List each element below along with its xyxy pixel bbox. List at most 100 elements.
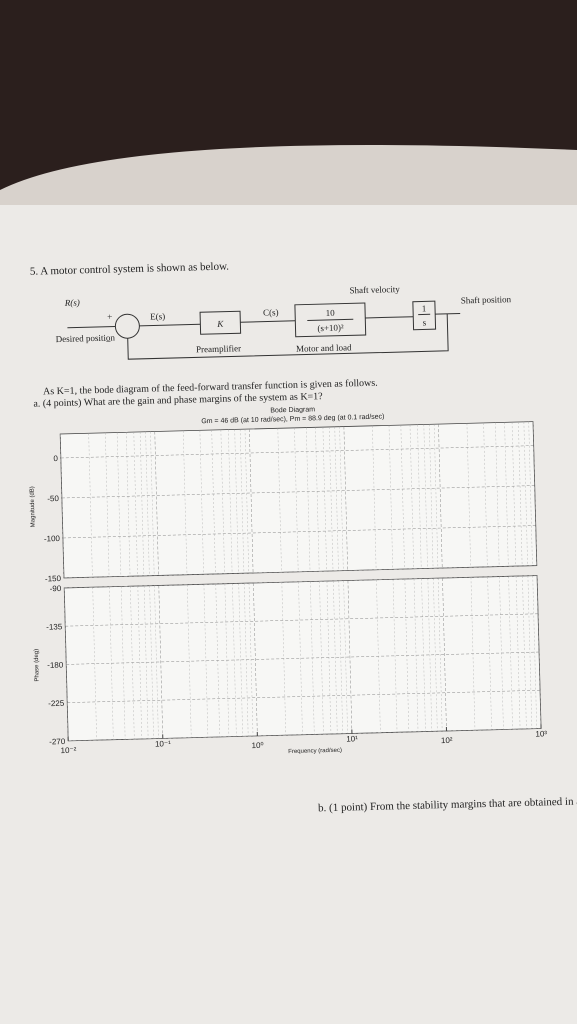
x-tick-label: 10⁰ (251, 741, 263, 750)
minor-grid-line (234, 429, 239, 574)
block (294, 302, 367, 338)
grid-line (59, 433, 65, 578)
diagram-label: K (216, 319, 224, 329)
bode-plots: 0 -50 -100 -150 Magnitude (dB) -90 -135 -180 -22… (30, 421, 547, 755)
grid-line (347, 580, 353, 734)
chart-subtitle: Gm = 46 dB (at 10 rad/sec), Pm = 88.9 de… (201, 413, 384, 425)
y-axis-label: Magnitude (dB) (30, 486, 37, 527)
minor-grid-line (232, 583, 237, 737)
minor-grid-line (339, 426, 344, 571)
chart-title: Bode Diagram (270, 406, 315, 414)
y-tick-label: -135 (46, 622, 63, 631)
y-tick-label: -180 (47, 660, 64, 669)
grid-line (253, 582, 258, 736)
minor-grid-line (244, 429, 249, 574)
minor-grid-line (518, 421, 523, 566)
minor-grid-line (183, 430, 188, 575)
minor-grid-line (92, 587, 97, 741)
grid-line (67, 690, 541, 703)
plot-area (59, 421, 538, 579)
y-tick-label: -150 (45, 574, 62, 583)
grid-line (66, 651, 540, 665)
minor-grid-line (187, 584, 192, 738)
minor-grid-line (338, 580, 343, 734)
arrow (240, 320, 296, 323)
minor-grid-line (433, 578, 438, 732)
y-axis-label: Phase (deg) (34, 649, 41, 682)
grid-line (343, 426, 348, 571)
y-tick-label: -100 (44, 534, 61, 543)
arrow (365, 316, 414, 319)
grid-line (438, 424, 443, 569)
diagram-label: 1 (422, 303, 427, 313)
diagram-label: + (107, 312, 112, 322)
minor-grid-line (392, 579, 398, 733)
y-tick-label: -50 (47, 494, 59, 503)
sheet: 5. A motor control system is shown as be… (30, 261, 577, 815)
minor-grid-line (228, 429, 233, 574)
minor-grid-line (137, 586, 143, 739)
minor-grid-line (427, 578, 433, 732)
minor-grid-line (298, 581, 303, 735)
minor-grid-line (133, 432, 138, 577)
arrow (139, 323, 201, 327)
block (412, 300, 437, 331)
diagram-label: C(s) (263, 307, 279, 317)
minor-grid-line (294, 427, 299, 572)
minor-grid-line (429, 424, 434, 569)
minor-grid-line (343, 580, 348, 734)
grid-line (68, 728, 542, 742)
diagram-label: R(s) (64, 297, 80, 307)
diagram-label: Motor and load (296, 342, 352, 353)
minor-grid-line (329, 426, 334, 571)
block-diagram: R(s) + − Desired position E(s) K Preampl… (56, 284, 512, 360)
minor-grid-line (527, 575, 533, 729)
minor-grid-line (88, 433, 93, 578)
grid-line (61, 485, 535, 499)
minor-grid-line (504, 422, 509, 567)
diagram-label: s (423, 317, 427, 327)
x-tick-label: 10² (441, 736, 453, 745)
minor-grid-line (437, 578, 443, 732)
diagram-label: (s+10)² (317, 323, 344, 334)
x-tick-label: 10¹ (346, 734, 358, 743)
minor-grid-line (508, 576, 513, 730)
grid-line (62, 525, 536, 539)
grid-line (532, 421, 538, 566)
y-tick-label: -90 (50, 584, 62, 593)
minor-grid-line (388, 425, 393, 570)
back-sheet (0, 145, 577, 215)
feedback-path (127, 313, 449, 360)
minor-grid-line (334, 426, 339, 571)
y-tick-label: -270 (49, 737, 66, 746)
minor-grid-line (413, 578, 419, 732)
diagram-label: Shaft position (461, 294, 512, 305)
x-axis-label: Frequency (rad/sec) (288, 748, 342, 755)
grid-line (442, 578, 447, 731)
minor-grid-line (248, 583, 254, 737)
grid-line (64, 575, 538, 589)
grid-line (60, 445, 534, 459)
diagram-label: Desired position (56, 333, 116, 345)
diagram-label: − (106, 337, 111, 347)
minor-grid-line (532, 575, 537, 729)
minor-grid-line (333, 580, 338, 734)
minor-grid-line (199, 430, 204, 575)
grid-line (249, 429, 254, 573)
minor-grid-line (143, 585, 149, 739)
minor-grid-line (523, 421, 528, 566)
grid-line (63, 587, 69, 741)
grid-line (158, 585, 164, 739)
minor-grid-line (139, 431, 145, 576)
diagram-label: 10 (325, 308, 335, 318)
diagram-label: Shaft velocity (349, 284, 400, 295)
diagram-label: E(s) (150, 311, 165, 321)
minor-grid-line (423, 424, 428, 569)
grid-line (65, 613, 539, 627)
fraction-bar (307, 318, 354, 321)
minor-grid-line (409, 424, 414, 569)
x-tick-label: 10⁻² (60, 746, 76, 755)
